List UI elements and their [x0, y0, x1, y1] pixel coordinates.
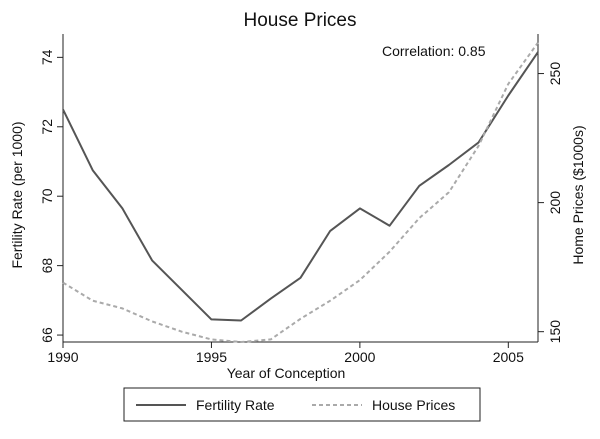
legend: Fertility Rate House Prices: [123, 387, 481, 422]
series-layer: [62, 42, 539, 343]
x-tick-label: 2000: [344, 349, 375, 365]
x-tick-label: 1990: [47, 349, 78, 365]
legend-label-fertility-rate: Fertility Rate: [196, 397, 275, 413]
y-left-tick-label: 66: [39, 327, 55, 343]
series-line-house-prices: [62, 42, 539, 343]
axes: 1990 1995 2000 2005 66 68 70 72 74 150 200 250: [39, 49, 563, 365]
y-right-tick-label: 150: [547, 320, 563, 344]
y-right-tick-label: 250: [547, 62, 563, 86]
correlation-annotation: Correlation: 0.85: [382, 43, 486, 59]
chart-title: House Prices: [244, 10, 357, 31]
series-line-fertility-rate: [62, 51, 539, 322]
y-left-tick-label: 72: [39, 119, 55, 135]
x-tick-label: 1995: [196, 349, 227, 365]
y-axis-label-right: Home Prices ($1000s): [570, 125, 586, 264]
y-left-tick-label: 70: [39, 188, 55, 204]
y-right-tick-label: 200: [547, 191, 563, 215]
x-tick-label: 2005: [493, 349, 524, 365]
y-left-tick-label: 68: [39, 258, 55, 274]
plot-frame: [62, 34, 539, 343]
x-axis-label: Year of Conception: [227, 365, 346, 381]
y-axis-label-left: Fertility Rate (per 1000): [9, 121, 25, 268]
y-left-tick-label: 74: [39, 49, 55, 65]
legend-label-house-prices: House Prices: [372, 397, 455, 413]
